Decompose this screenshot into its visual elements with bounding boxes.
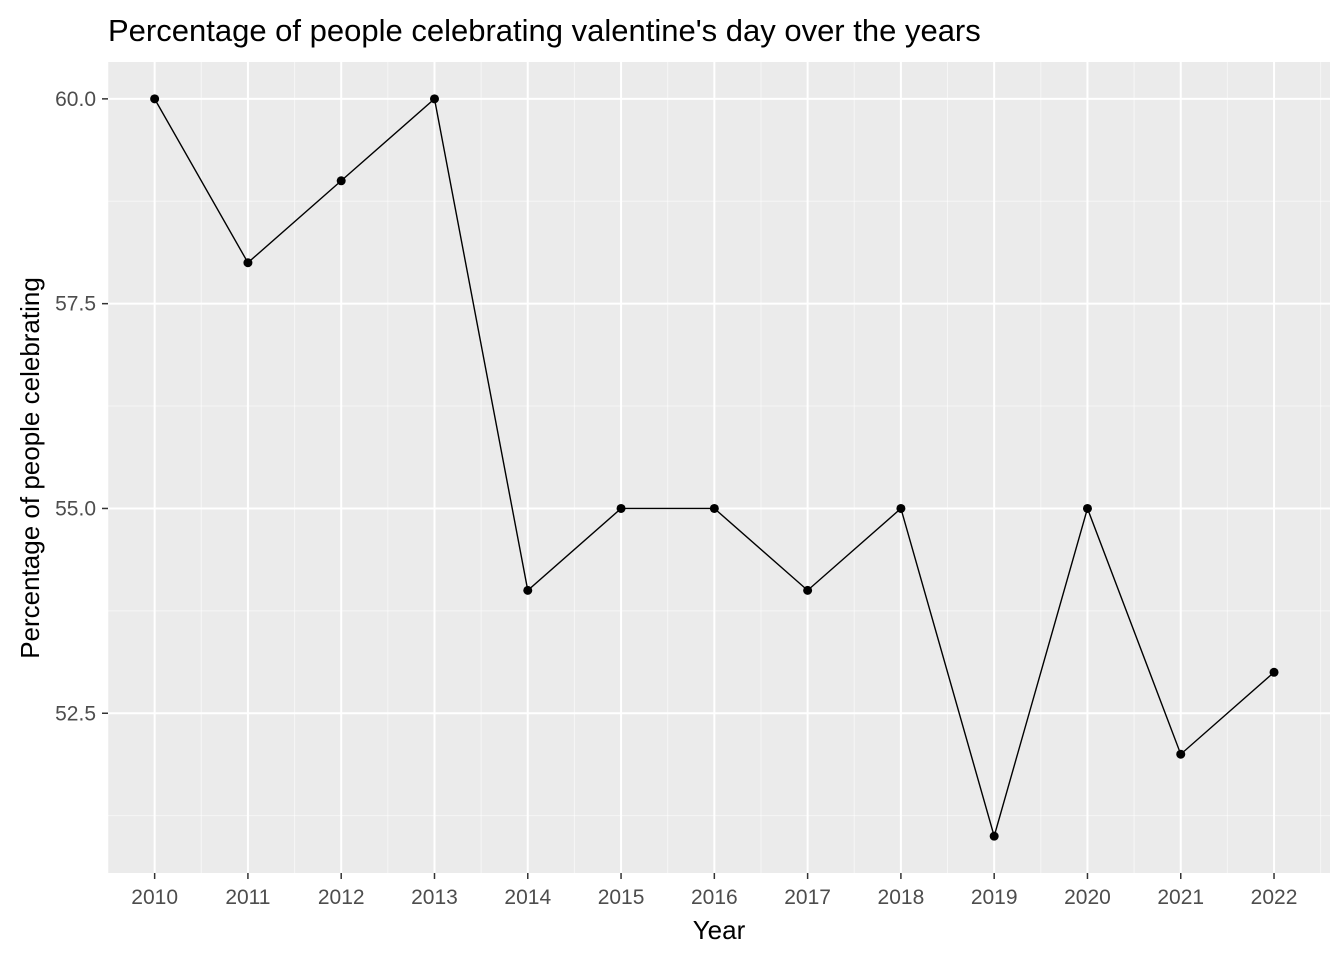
y-tick-label: 57.5 (55, 293, 96, 316)
x-tick-label: 2019 (971, 886, 1018, 909)
x-tick-label: 2015 (598, 886, 645, 909)
data-point (429, 94, 439, 104)
x-tick-label: 2011 (225, 886, 270, 909)
plot-panel (108, 62, 1330, 873)
y-axis-title: Percentage of people celebrating (15, 277, 45, 659)
data-point (1176, 749, 1186, 759)
y-tick-label: 55.0 (55, 497, 96, 520)
x-axis: 2010 2011 2012 2013 2014 2015 2016 2017 2018 2019… (131, 873, 1297, 909)
x-tick-label: 2016 (691, 886, 738, 909)
data-point (336, 176, 346, 186)
data-points (150, 94, 1279, 841)
data-point (803, 585, 813, 595)
x-tick-label: 2010 (131, 886, 178, 909)
data-point (523, 585, 533, 595)
x-tick-label: 2012 (318, 886, 365, 909)
x-axis-title: Year (693, 915, 746, 945)
data-point (150, 94, 160, 104)
x-tick-label: 2014 (504, 886, 551, 909)
major-gridlines (108, 62, 1330, 873)
x-tick-label: 2017 (784, 886, 831, 909)
chart-title: Percentage of people celebrating valenti… (108, 13, 981, 48)
x-tick-label: 2021 (1157, 886, 1204, 909)
x-tick-label: 2018 (878, 886, 925, 909)
x-tick-label: 2020 (1064, 886, 1111, 909)
x-tick-label: 2022 (1251, 886, 1298, 909)
y-tick-label: 52.5 (55, 702, 96, 725)
data-point (989, 831, 999, 841)
data-point (1082, 503, 1092, 513)
x-tick-label: 2013 (411, 886, 458, 909)
data-point (896, 503, 906, 513)
data-point (709, 503, 719, 513)
minor-gridlines (107, 62, 1330, 873)
y-tick-label: 60.0 (55, 88, 96, 111)
data-point (1269, 667, 1279, 677)
data-point (243, 258, 253, 268)
y-axis: 52.5 55.0 57.5 60.0 (55, 88, 108, 725)
data-point (616, 503, 626, 513)
